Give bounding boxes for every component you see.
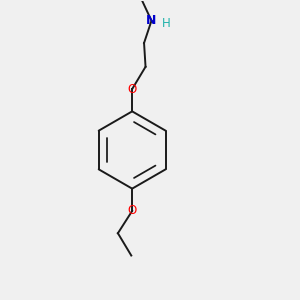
Text: N: N	[146, 14, 157, 27]
Text: O: O	[128, 82, 137, 96]
Text: O: O	[128, 204, 137, 218]
Text: H: H	[161, 16, 170, 30]
